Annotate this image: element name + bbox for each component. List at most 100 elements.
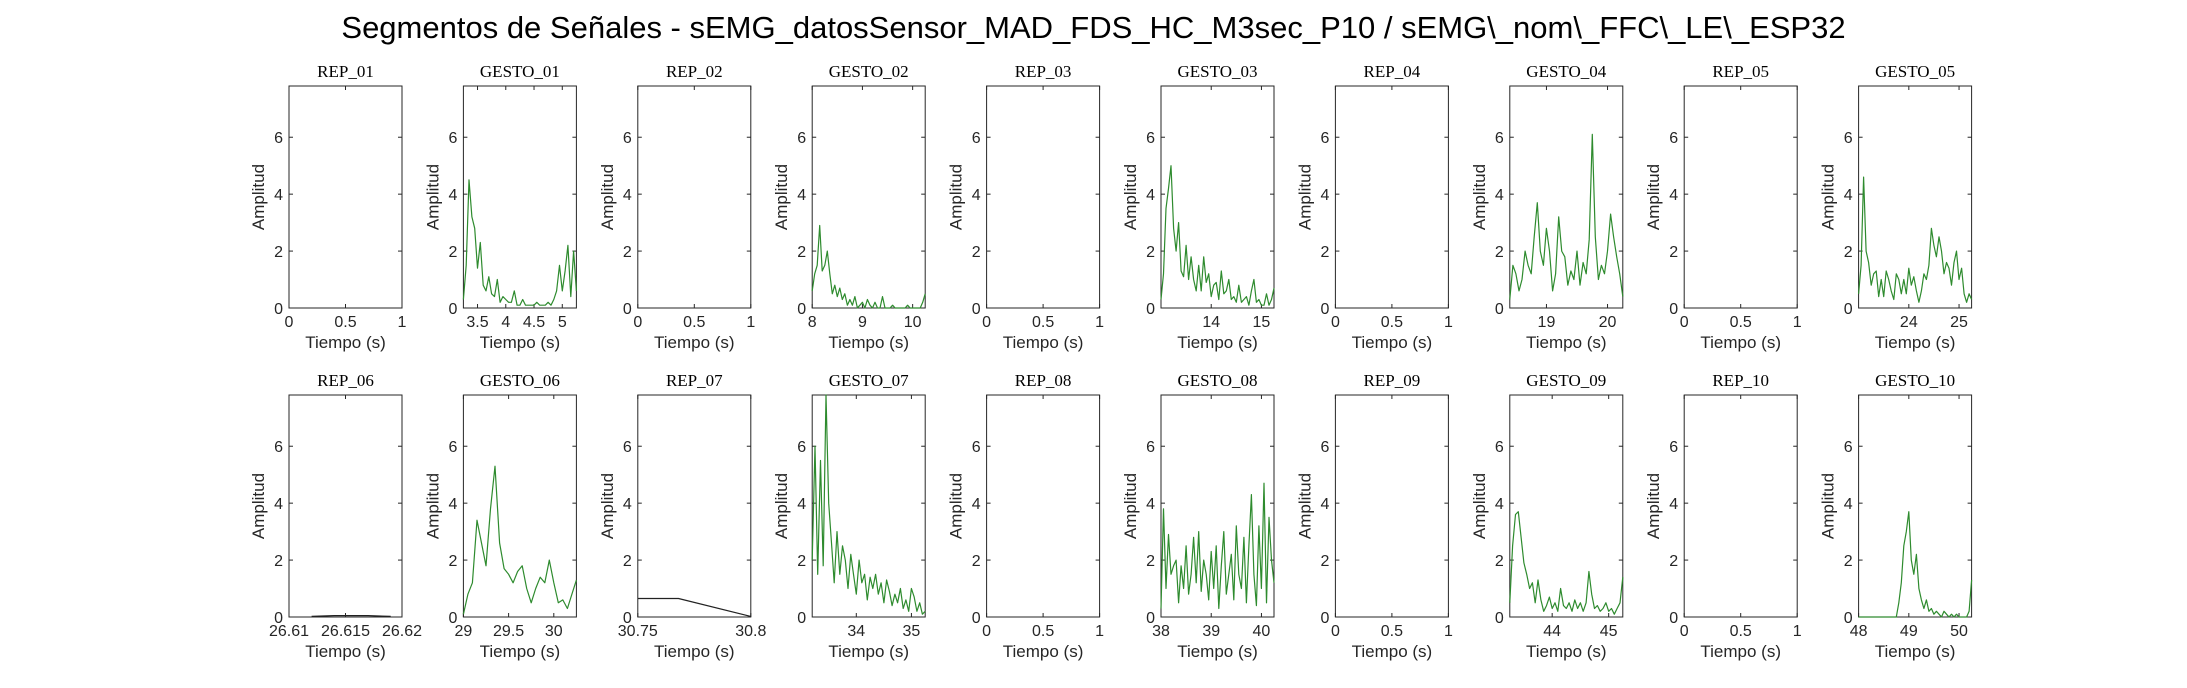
subplot-title: GESTO_07 [829,371,909,390]
y-tick-label: 6 [1146,439,1155,456]
y-tick-label: 6 [797,130,806,147]
x-tick-label: 0 [633,314,642,331]
y-tick-label: 2 [623,553,632,570]
y-axis-label: Amplitud [1644,473,1663,539]
subplot-title: GESTO_08 [1178,371,1258,390]
subplot-title: GESTO_06 [480,371,560,390]
x-tick-label: 50 [1950,623,1968,640]
y-axis-label: Amplitud [423,164,442,230]
x-tick-label: 29.5 [493,623,524,640]
x-tick-label: 44 [1543,623,1561,640]
axes-box [811,394,926,618]
y-tick-label: 4 [1146,496,1155,513]
y-tick-label: 2 [1495,553,1504,570]
axes-box [288,394,403,618]
y-tick-label: 4 [797,496,806,513]
y-tick-label: 6 [1844,439,1853,456]
axes-box [1334,394,1449,618]
x-tick-label: 30 [545,623,563,640]
y-axis-label: Amplitud [1121,164,1140,230]
axes-box [986,85,1101,309]
y-tick-label: 4 [623,496,632,513]
y-tick-label: 0 [1146,610,1155,627]
subplot-rep-04: REP_04 0 2 4 6 0 0.5 1 Tiempo (s) Amplitud [1295,62,1453,352]
signal-line [462,179,577,306]
axes-box [811,85,926,309]
signal-line [811,394,926,615]
y-tick-label: 6 [1844,130,1853,147]
subplot-title: REP_08 [1015,371,1072,390]
y-tick-label: 0 [972,610,981,627]
y-tick-label: 2 [448,553,457,570]
x-tick-label: 1 [1095,623,1104,640]
y-axis-label: Amplitud [1470,164,1489,230]
x-tick-label: 34 [847,623,865,640]
subplot-rep-08: REP_08 0 2 4 6 0 0.5 1 Tiempo (s) Amplitud [947,371,1105,661]
x-tick-label: 1 [1793,314,1802,331]
subplot-rep-10: REP_10 0 2 4 6 0 0.5 1 Tiempo (s) Amplitud [1644,371,1802,661]
axes-box [1683,85,1798,309]
x-tick-label: 0 [982,314,991,331]
subplot-title: REP_05 [1712,62,1769,81]
x-tick-label: 0.5 [334,314,356,331]
y-axis-label: Amplitud [1295,164,1314,230]
y-tick-label: 2 [1669,244,1678,261]
y-axis-label: Amplitud [1644,164,1663,230]
y-tick-label: 2 [797,553,806,570]
x-tick-label: 14 [1202,314,1220,331]
x-tick-label: 1 [1793,623,1802,640]
y-tick-label: 0 [797,610,806,627]
x-tick-label: 15 [1253,314,1271,331]
subplot-gesto-03: GESTO_03 0 2 4 6 14 15 Tiempo (s) Amplitud [1121,62,1275,352]
y-tick-label: 0 [623,301,632,318]
subplot-title: REP_06 [317,371,374,390]
y-tick-label: 6 [1495,130,1504,147]
y-tick-label: 0 [797,301,806,318]
y-tick-label: 6 [274,130,283,147]
x-tick-label: 4.5 [523,314,545,331]
x-axis-label: Tiempo (s) [1700,333,1781,352]
y-tick-label: 2 [972,244,981,261]
x-tick-label: 1 [398,314,407,331]
x-axis-label: Tiempo (s) [1177,642,1258,661]
y-axis-label: Amplitud [598,164,617,230]
x-axis-label: Tiempo (s) [828,642,909,661]
y-tick-label: 6 [1320,130,1329,147]
y-tick-label: 6 [972,130,981,147]
x-tick-label: 26.615 [321,623,370,640]
axes-box [1858,85,1973,309]
y-tick-label: 4 [1146,187,1155,204]
y-tick-label: 2 [274,553,283,570]
axes-box [637,394,752,618]
x-tick-label: 4 [501,314,510,331]
y-tick-label: 4 [274,496,283,513]
signal-line [811,224,926,309]
y-tick-label: 4 [274,187,283,204]
y-tick-label: 0 [1844,610,1853,627]
y-tick-label: 4 [1320,496,1329,513]
y-tick-label: 6 [1146,130,1155,147]
y-tick-label: 6 [1669,439,1678,456]
signal-line [1858,176,1973,303]
subplot-title: GESTO_04 [1526,62,1606,81]
x-tick-label: 26.62 [382,623,422,640]
subplot-gesto-06: GESTO_06 0 2 4 6 29 29.5 30 Tiempo (s) Amplitud [423,371,577,661]
x-axis-label: Tiempo (s) [654,333,735,352]
y-tick-label: 4 [1669,187,1678,204]
y-tick-label: 0 [1495,610,1504,627]
x-tick-label: 8 [808,314,817,331]
subplot-title: REP_10 [1712,371,1769,390]
y-tick-label: 4 [972,187,981,204]
x-tick-label: 0 [1331,314,1340,331]
y-tick-label: 4 [1320,187,1329,204]
y-tick-label: 2 [972,553,981,570]
y-tick-label: 2 [1146,244,1155,261]
y-tick-label: 0 [1669,301,1678,318]
subplot-rep-06: REP_06 0 2 4 6 26.61 26.615 26.62 Tiempo (s) Ampl… [249,371,422,661]
y-axis-label: Amplitud [1121,473,1140,539]
y-axis-label: Amplitud [1295,473,1314,539]
x-tick-label: 1 [1444,314,1453,331]
y-tick-label: 2 [448,244,457,261]
signal-line [1509,133,1624,300]
